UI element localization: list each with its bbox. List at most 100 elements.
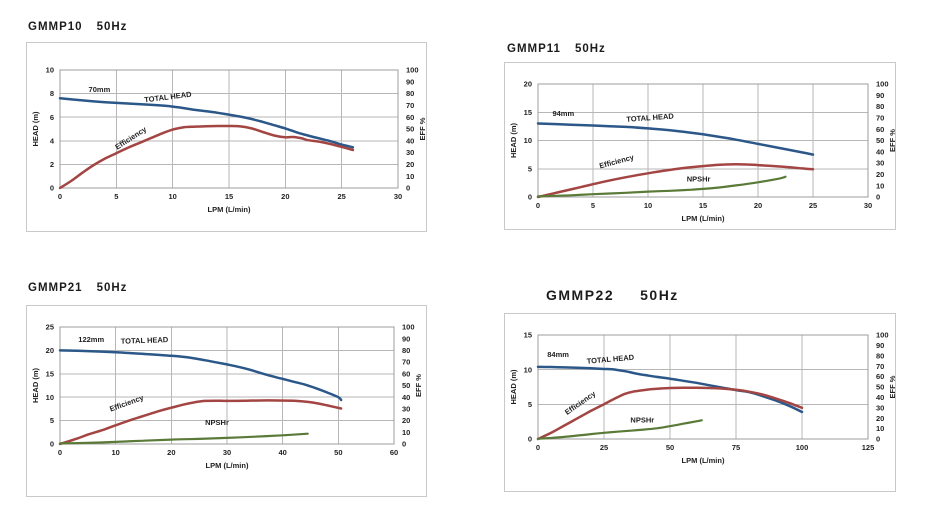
- y-right-tick-label: 90: [406, 77, 414, 86]
- x-tick-label: 10: [168, 192, 176, 201]
- curve-label-npshr: NPSHr: [687, 175, 711, 184]
- x-tick-label: 100: [796, 443, 809, 452]
- y-left-axis-title: HEAD (m): [31, 367, 40, 403]
- y-right-tick-label: 80: [876, 351, 884, 360]
- y-right-tick-label: 100: [876, 331, 889, 340]
- y-left-tick-label: 5: [528, 164, 532, 173]
- y-left-tick-label: 10: [46, 66, 54, 75]
- x-tick-label: 60: [390, 448, 398, 457]
- y-right-tick-label: 50: [402, 381, 410, 390]
- curve-label-total-head: TOTAL HEAD: [626, 112, 675, 124]
- y-right-tick-label: 70: [406, 101, 414, 110]
- frequency-label: 50Hz: [96, 21, 128, 33]
- frequency-label: 50Hz: [640, 287, 679, 303]
- curve-label-122mm: 122mm: [78, 335, 104, 344]
- y-right-tick-label: 60: [402, 369, 410, 378]
- y-right-tick-label: 20: [402, 416, 410, 425]
- x-tick-label: 30: [223, 448, 231, 457]
- y-right-tick-label: 10: [406, 172, 414, 181]
- x-tick-label: 20: [281, 192, 289, 201]
- y-right-tick-label: 30: [876, 403, 884, 412]
- y-right-tick-label: 80: [876, 102, 884, 111]
- x-tick-label: 75: [732, 443, 740, 452]
- pump-model-label: GMMP11: [507, 43, 561, 55]
- x-tick-label: 25: [600, 443, 608, 452]
- x-tick-label: 30: [864, 201, 872, 210]
- chart-panel-gmmp21: 0 10 20 30 40 50 60 0 5 10 15 20 25 0 10 20 30 40 50 60 70 80…: [26, 305, 427, 497]
- y-right-tick-label: 10: [402, 428, 410, 437]
- y-right-tick-label: 0: [876, 435, 880, 444]
- total-head-curve: [58, 349, 343, 402]
- x-tick-label: 20: [167, 448, 175, 457]
- x-tick-label: 15: [699, 201, 707, 210]
- y-left-tick-label: 10: [524, 136, 532, 145]
- y-right-tick-label: 0: [402, 440, 406, 449]
- curve-label-total-head: TOTAL HEAD: [121, 335, 169, 346]
- pump-model-label: GMMP21: [28, 282, 83, 294]
- curve-label-npshr: NPSHr: [205, 418, 229, 427]
- frequency-label: 50Hz: [96, 282, 128, 294]
- y-right-axis-title: EFF %: [418, 117, 426, 140]
- y-right-tick-label: 50: [406, 125, 414, 134]
- y-right-tick-label: 40: [402, 393, 410, 402]
- y-right-tick-label: 20: [876, 414, 884, 423]
- y-left-tick-label: 0: [50, 440, 54, 449]
- x-tick-label: 0: [536, 201, 540, 210]
- chart-panel-gmmp10: 0 5 10 15 20 25 30 0 2 4 6 8 10 0 10 20 30 40 50 60 70 80 90 10…: [26, 42, 427, 232]
- y-left-tick-label: 0: [528, 193, 532, 202]
- y-right-tick-label: 50: [876, 383, 884, 392]
- x-tick-label: 125: [862, 443, 875, 452]
- y-left-tick-label: 15: [524, 331, 532, 340]
- chart-title-gmmp21: GMMP21 50Hz: [28, 282, 127, 294]
- y-left-tick-label: 25: [46, 323, 54, 332]
- curve-label-84mm: 84mm: [547, 350, 569, 359]
- x-tick-label: 0: [536, 443, 540, 452]
- curve-label-npshr: NPSHr: [630, 416, 654, 425]
- y-right-tick-label: 60: [876, 372, 884, 381]
- y-right-tick-label: 60: [406, 113, 414, 122]
- x-tick-label: 50: [334, 448, 342, 457]
- y-right-tick-label: 40: [876, 393, 884, 402]
- y-left-tick-label: 15: [524, 108, 532, 117]
- curve-label-total-head: TOTAL HEAD: [144, 90, 193, 105]
- x-tick-label: 5: [591, 201, 595, 210]
- y-right-tick-label: 20: [876, 170, 884, 179]
- chart-canvas-gmmp11: 0 5 10 15 20 25 30 0 5 10 15 20 0 10 20 30 40 50 60 70 80 90 1…: [509, 80, 895, 223]
- y-right-axis-title: EFF %: [888, 375, 895, 398]
- y-right-tick-label: 30: [402, 405, 410, 414]
- y-left-tick-label: 10: [524, 365, 532, 374]
- y-right-tick-label: 0: [876, 193, 880, 202]
- npshr-curve: [536, 175, 787, 198]
- y-left-tick-label: 5: [50, 416, 54, 425]
- chart-panel-gmmp22: 0 25 50 75 100 125 0 5 10 15 0 10 20 30 40 50 60 70 80 90 10…: [504, 313, 896, 492]
- chart-canvas-gmmp10: 0 5 10 15 20 25 300246810010203040506070809010…: [31, 66, 426, 214]
- curve-label-70mm: 70mm: [89, 85, 111, 94]
- x-tick-label: 40: [278, 448, 286, 457]
- frequency-label: 50Hz: [574, 43, 606, 55]
- y-right-tick-label: 30: [876, 159, 884, 168]
- chart-title-gmmp11: GMMP11 50Hz: [507, 43, 606, 55]
- y-left-tick-label: 6: [50, 113, 54, 122]
- efficiency-curve: [536, 386, 804, 441]
- curve-label-efficiency: Efficiency: [563, 389, 598, 417]
- y-right-tick-label: 30: [406, 148, 414, 157]
- x-tick-label: 0: [58, 192, 62, 201]
- x-tick-label: 50: [666, 443, 674, 452]
- y-right-tick-label: 40: [406, 136, 414, 145]
- x-axis-title: LPM (L/min): [682, 214, 725, 223]
- plot-border: [537, 334, 869, 440]
- chart-panel-gmmp11: 0 5 10 15 20 25 30 0 5 10 15 20 0 10 20 30 40 50 60 70 80 90 1…: [504, 62, 896, 230]
- x-tick-label: 15: [225, 192, 233, 201]
- efficiency-curve: [58, 124, 355, 190]
- x-tick-label: 0: [58, 448, 62, 457]
- x-tick-label: 10: [111, 448, 119, 457]
- y-left-tick-label: 20: [524, 80, 532, 89]
- x-axis-title: LPM (L/min): [208, 205, 251, 214]
- total-head-curve: [536, 122, 815, 156]
- y-right-tick-label: 100: [876, 80, 889, 89]
- plot-border: [537, 83, 869, 198]
- y-left-tick-label: 0: [528, 435, 532, 444]
- y-right-tick-label: 10: [876, 424, 884, 433]
- x-tick-label: 20: [754, 201, 762, 210]
- x-tick-label: 30: [394, 192, 402, 201]
